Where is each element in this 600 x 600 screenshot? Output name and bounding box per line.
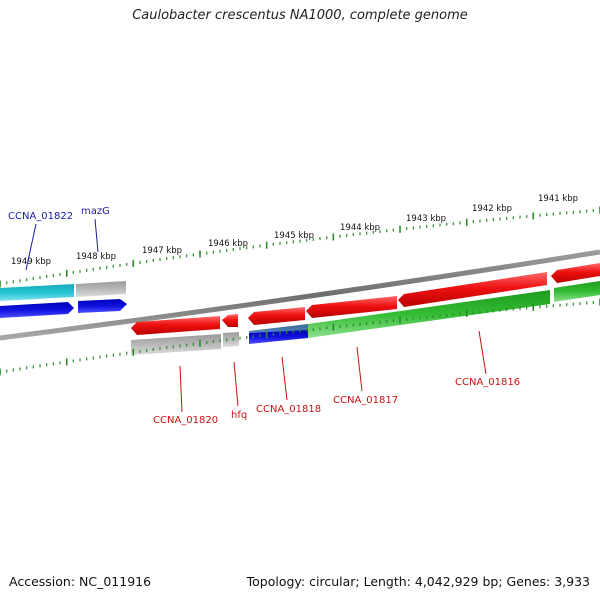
inner-tick-ring bbox=[0, 298, 600, 376]
gene-label-ccna-01816[interactable]: CCNA_01816 bbox=[455, 377, 520, 388]
gene-ccna-01820-block[interactable] bbox=[131, 316, 220, 335]
kbp-tick-ring bbox=[0, 206, 600, 288]
gene-label-ccna-01817[interactable]: CCNA_01817 bbox=[333, 395, 398, 406]
accession-text: Accession: NC_011916 bbox=[9, 574, 152, 589]
gene-blue-strand-block[interactable] bbox=[78, 299, 127, 313]
gene-ccna-01818-block[interactable] bbox=[248, 307, 305, 325]
gene-ccna-01816-block[interactable] bbox=[398, 272, 547, 307]
gene-ccna-01817-block[interactable] bbox=[308, 290, 550, 338]
kbp-label: 1949 kbp bbox=[11, 257, 51, 267]
gene-label-hfq[interactable]: hfq bbox=[231, 410, 247, 421]
kbp-label: 1946 kbp bbox=[208, 239, 248, 249]
gene-ccna-01822-block[interactable] bbox=[0, 284, 74, 301]
kbp-label: 1945 kbp bbox=[274, 231, 314, 241]
gene-label-ccna-01822[interactable]: CCNA_01822 bbox=[8, 211, 73, 222]
gene-mazg-block[interactable] bbox=[76, 281, 126, 297]
gene-label-ccna-01820[interactable]: CCNA_01820 bbox=[153, 415, 218, 426]
kbp-label: 1942 kbp bbox=[472, 204, 512, 214]
kbp-label: 1947 kbp bbox=[142, 246, 182, 256]
gene-grey-block[interactable] bbox=[223, 332, 239, 347]
gene-grey-block[interactable] bbox=[131, 334, 221, 355]
genome-title: Caulobacter crescentus NA1000, complete … bbox=[132, 8, 468, 23]
leader-line bbox=[94, 218, 99, 253]
gene-row-upper-left bbox=[0, 281, 127, 318]
leader-line bbox=[25, 223, 37, 271]
gene-labels: CCNA_01822 mazG CCNA_01820 hfq CCNA_0181… bbox=[8, 206, 520, 426]
leader-line bbox=[356, 346, 363, 392]
genome-summary-text: Topology: circular; Length: 4,042,929 bp… bbox=[246, 574, 590, 589]
kbp-label: 1941 kbp bbox=[538, 194, 578, 204]
genome-backbone bbox=[0, 249, 600, 341]
kbp-label: 1948 kbp bbox=[76, 252, 116, 262]
leader-line bbox=[478, 330, 487, 375]
gene-blue-block[interactable] bbox=[249, 330, 308, 344]
label-leaders bbox=[25, 218, 487, 413]
kbp-label: 1943 kbp bbox=[406, 214, 446, 224]
gene-blue-strand-block[interactable] bbox=[0, 302, 74, 318]
gene-green-block[interactable] bbox=[554, 281, 600, 302]
leader-line bbox=[179, 365, 183, 413]
gene-label-ccna-01818[interactable]: CCNA_01818 bbox=[256, 404, 321, 415]
gene-red-block[interactable] bbox=[551, 263, 600, 283]
kbp-labels: 1949 kbp 1948 kbp 1947 kbp 1946 kbp 1945… bbox=[11, 194, 578, 267]
kbp-label: 1944 kbp bbox=[340, 223, 380, 233]
gene-label-mazg[interactable]: mazG bbox=[81, 206, 110, 217]
gene-row-red bbox=[131, 263, 600, 335]
gene-red-block[interactable] bbox=[306, 296, 397, 318]
gene-hfq-block[interactable] bbox=[222, 314, 238, 327]
leader-line bbox=[281, 356, 288, 401]
leader-line bbox=[233, 361, 239, 407]
